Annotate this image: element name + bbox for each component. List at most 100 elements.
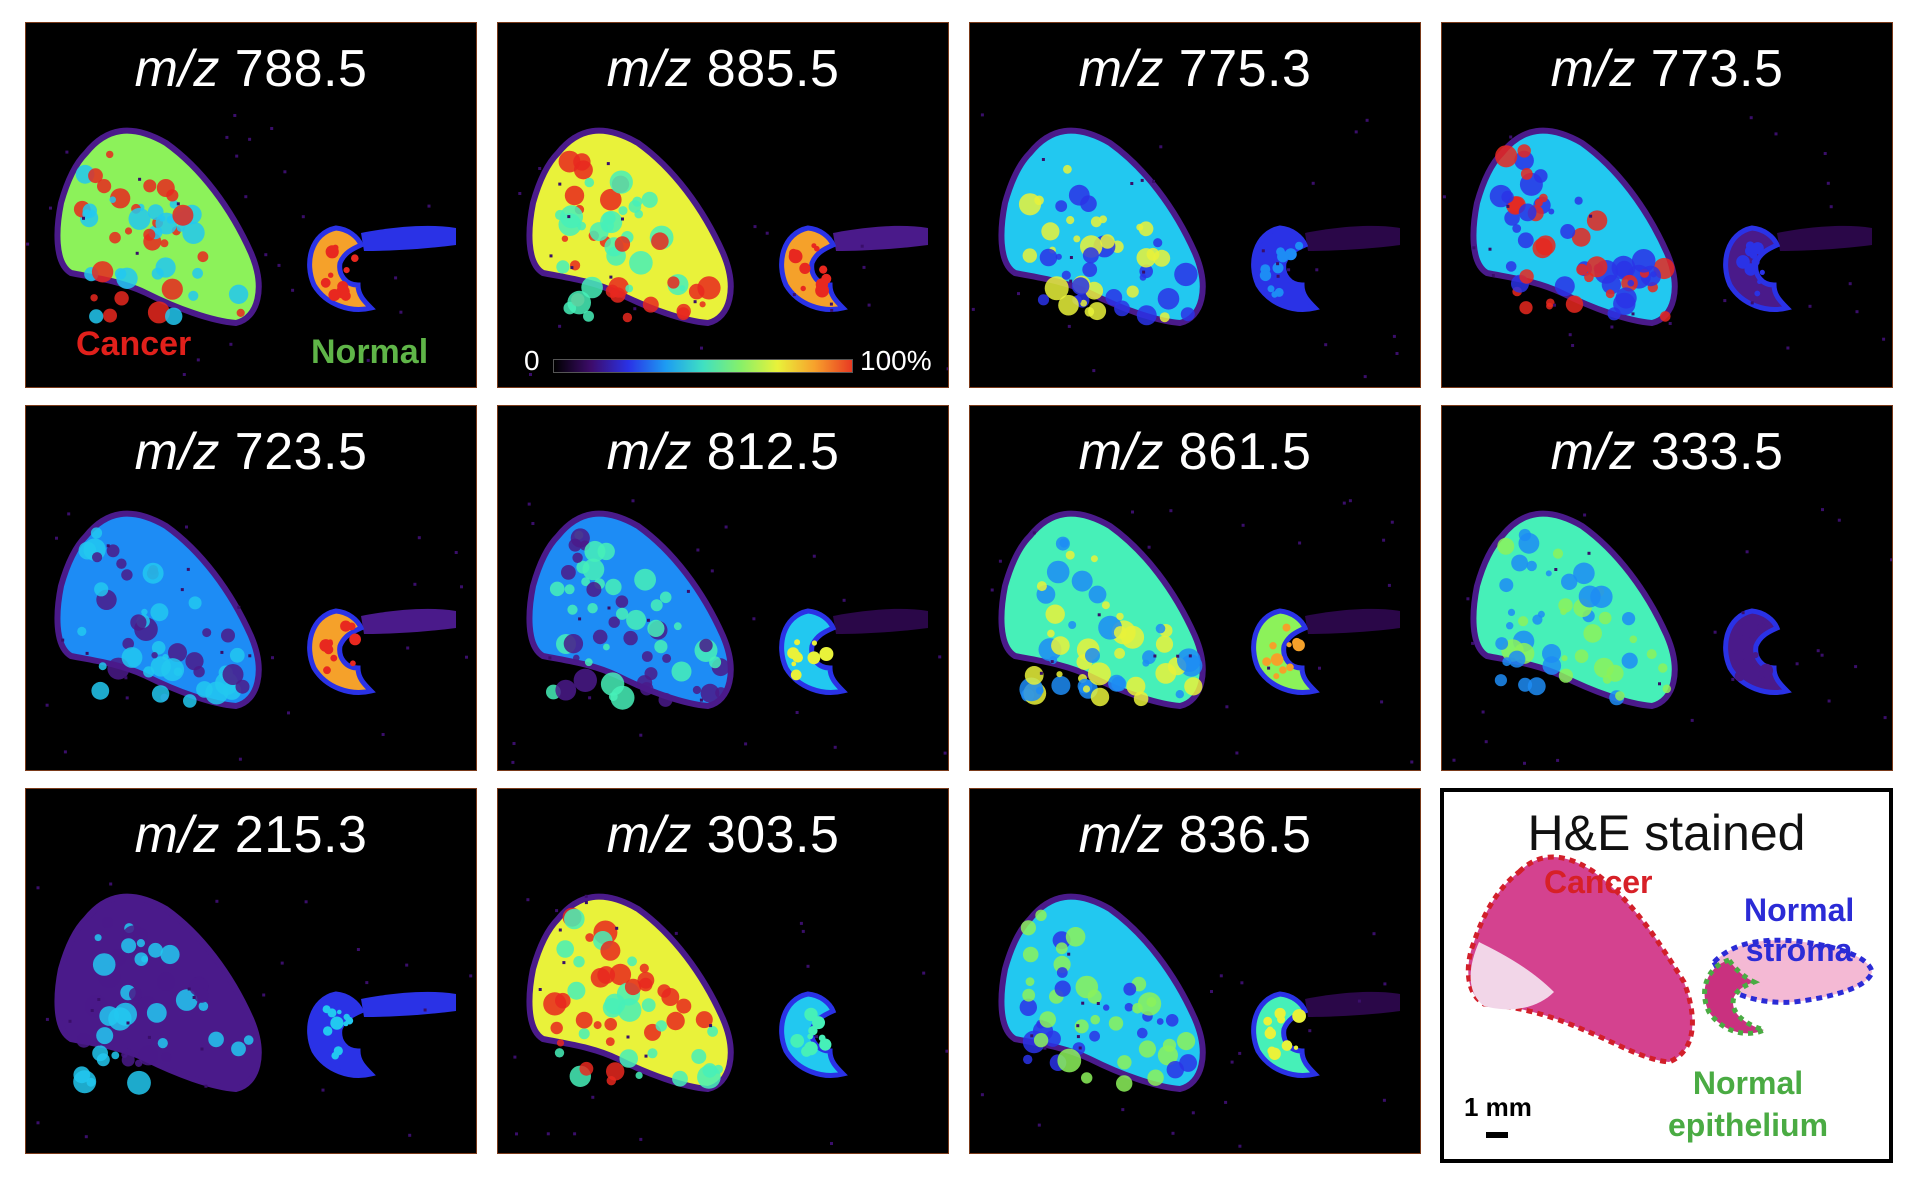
tissue-epithelium-region	[1723, 608, 1792, 695]
noise-pixel	[356, 948, 360, 951]
intensity-speckle	[575, 1011, 593, 1029]
noise-pixel	[621, 217, 624, 221]
intensity-speckle	[1751, 257, 1760, 266]
noise-pixel	[646, 618, 650, 622]
intensity-speckle	[1601, 274, 1622, 295]
noise-pixel	[271, 656, 274, 660]
intensity-speckle	[1066, 216, 1075, 225]
intensity-speckle	[151, 641, 166, 655]
intensity-speckle	[1054, 980, 1071, 997]
intensity-speckle	[351, 254, 359, 262]
intensity-speckle	[1126, 676, 1146, 696]
intensity-speckle	[101, 916, 114, 929]
intensity-speckle	[1752, 664, 1759, 671]
mz-prefix: m/z	[1078, 806, 1164, 864]
noise-pixel	[1452, 758, 1456, 762]
intensity-speckle	[91, 681, 110, 700]
intensity-speckle	[127, 1070, 151, 1095]
noise-pixel	[235, 154, 239, 158]
intensity-speckle	[1047, 629, 1055, 638]
noise-pixel	[699, 698, 703, 702]
intensity-speckle	[629, 251, 653, 275]
noise-pixel	[277, 263, 281, 267]
intensity-speckle	[582, 558, 605, 581]
intensity-speckle	[555, 679, 577, 701]
intensity-speckle	[1622, 612, 1636, 626]
noise-pixel	[1631, 312, 1635, 316]
intensity-speckle	[1734, 671, 1745, 682]
noise-pixel	[609, 275, 613, 279]
noise-pixel	[511, 760, 515, 764]
noise-pixel	[417, 536, 421, 540]
intensity-speckle	[804, 1041, 818, 1056]
noise-pixel	[578, 617, 582, 621]
intensity-speckle	[1068, 621, 1077, 629]
intensity-speckle	[130, 614, 147, 631]
noise-pixel	[1554, 568, 1558, 571]
intensity-speckle	[1123, 982, 1137, 996]
intensity-speckle	[1277, 1015, 1286, 1024]
intensity-speckle	[567, 604, 578, 615]
intensity-speckle	[1507, 608, 1516, 616]
noise-pixel	[639, 1137, 643, 1141]
noise-pixel	[1342, 501, 1346, 505]
intensity-speckle	[188, 290, 199, 301]
noise-pixel	[922, 971, 926, 975]
intensity-speckle	[713, 1064, 723, 1074]
intensity-speckle	[1088, 585, 1107, 604]
intensity-speckle	[1055, 200, 1068, 213]
intensity-speckle	[634, 568, 656, 591]
intensity-speckle	[622, 312, 633, 323]
mz-value: 812.5	[706, 423, 840, 481]
intensity-speckle	[328, 272, 334, 278]
intensity-speckle	[1113, 626, 1127, 639]
intensity-speckle	[812, 1016, 825, 1030]
noise-pixel	[998, 559, 1002, 563]
noise-pixel	[287, 711, 290, 715]
intensity-speckle	[1545, 570, 1552, 577]
noise-pixel	[1883, 716, 1887, 720]
intensity-speckle	[1073, 235, 1081, 243]
intensity-speckle	[121, 1051, 128, 1058]
intensity-speckle	[1080, 299, 1087, 307]
he-tissue-image	[1465, 854, 1875, 1065]
noise-pixel	[1069, 279, 1073, 283]
msi-panel: m/z 773.5	[1441, 22, 1893, 388]
intensity-speckle	[628, 200, 642, 213]
noise-pixel	[1821, 508, 1824, 512]
noise-pixel	[990, 588, 994, 592]
ion-image-map	[980, 893, 1400, 1148]
intensity-speckle	[114, 291, 129, 306]
intensity-speckle	[604, 1018, 617, 1031]
noise-pixel	[830, 1142, 833, 1145]
intensity-speckle	[819, 1038, 832, 1051]
intensity-speckle	[320, 277, 331, 288]
intensity-speckle	[624, 978, 642, 996]
noise-pixel	[696, 548, 700, 552]
intensity-speckle	[1532, 614, 1543, 625]
intensity-speckle	[1088, 302, 1107, 321]
intensity-speckle	[1548, 208, 1555, 215]
noise-pixel	[1050, 660, 1054, 664]
intensity-speckle	[556, 260, 570, 274]
intensity-speckle	[1759, 663, 1774, 678]
intensity-speckle	[1292, 637, 1302, 648]
tissue-stroma-region	[1305, 991, 1400, 1017]
intensity-speckle	[658, 692, 673, 707]
noise-pixel	[1749, 116, 1753, 120]
intensity-speckle	[1520, 168, 1533, 180]
intensity-speckle	[560, 205, 583, 229]
intensity-speckle	[1658, 663, 1668, 673]
noise-pixel	[591, 1095, 595, 1099]
intensity-speckle	[651, 232, 669, 250]
noise-pixel	[801, 929, 805, 933]
intensity-speckle	[1053, 955, 1071, 973]
intensity-speckle	[1494, 674, 1507, 687]
mz-value: 836.5	[1178, 806, 1312, 864]
noise-pixel	[182, 373, 186, 376]
intensity-speckle	[1650, 271, 1657, 278]
intensity-speckle	[1273, 673, 1280, 680]
noise-pixel	[1159, 145, 1163, 149]
noise-pixel	[1241, 523, 1245, 527]
noise-pixel	[1387, 583, 1391, 587]
